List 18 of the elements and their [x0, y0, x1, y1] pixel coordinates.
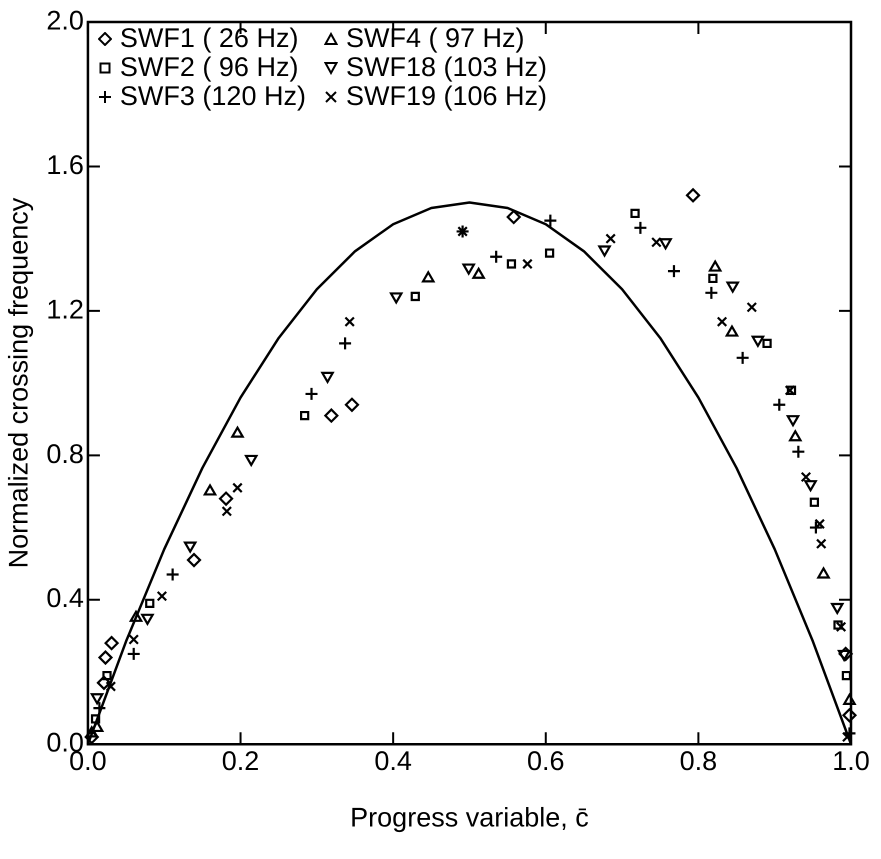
- x-tick-label: 0.8: [680, 746, 718, 776]
- y-tick-label: 1.2: [46, 294, 84, 324]
- legend-label: SWF3 (120 Hz): [120, 81, 306, 111]
- x-tick-label: 1.0: [832, 746, 870, 776]
- legend-label: SWF18 (103 Hz): [346, 52, 548, 82]
- x-axis-title: Progress variable, c̄: [350, 802, 589, 832]
- y-axis-title: Normalized crossing frequency: [4, 197, 34, 568]
- y-tick-label: 0.4: [46, 583, 84, 614]
- x-tick-label: 0.6: [527, 746, 565, 776]
- x-tick-label: 0.4: [374, 746, 412, 776]
- legend-label: SWF1 ( 26 Hz): [120, 23, 298, 53]
- legend-label: SWF2 ( 96 Hz): [120, 52, 298, 82]
- x-tick-label: 0.2: [222, 746, 260, 776]
- legend-label: SWF4 ( 97 Hz): [346, 23, 524, 53]
- legend-label: SWF19 (106 Hz): [346, 81, 548, 111]
- y-tick-label: 1.6: [46, 150, 84, 180]
- y-tick-label: 2.0: [46, 5, 84, 36]
- y-tick-label: 0.8: [46, 438, 84, 469]
